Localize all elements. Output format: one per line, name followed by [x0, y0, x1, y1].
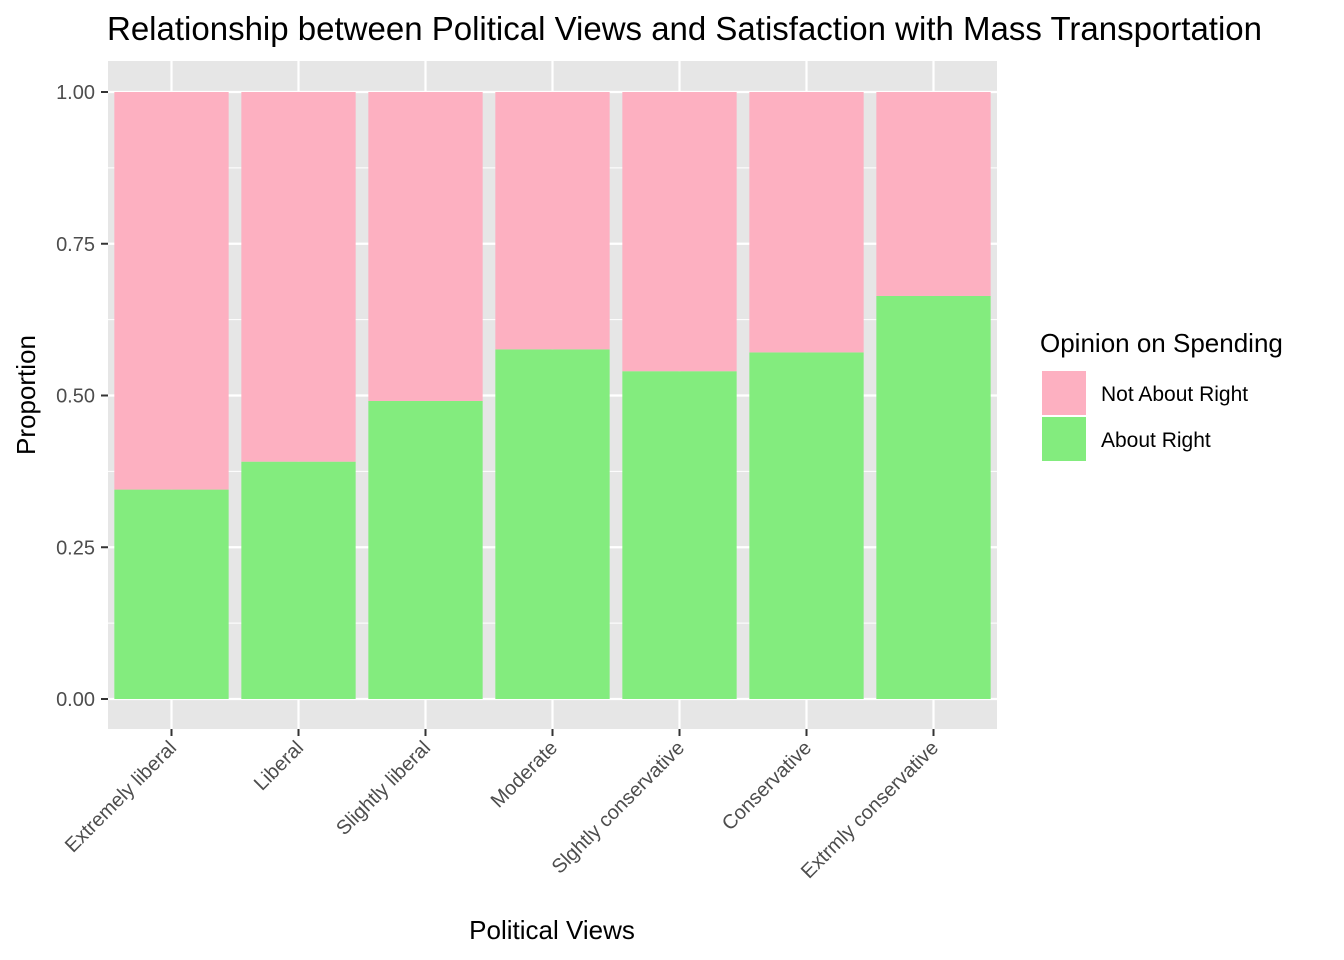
- y-tick-label: 0.50: [56, 386, 95, 408]
- x-tick-label: Extrmly conservative: [797, 737, 943, 883]
- x-axis-title: Political Views: [469, 915, 635, 945]
- y-tick-label: 0.00: [56, 689, 95, 711]
- bar-about-right: [368, 400, 483, 699]
- y-tick-label: 1.00: [56, 82, 95, 104]
- x-tick-label: Slghtly conservative: [548, 737, 689, 878]
- bar-about-right: [876, 295, 991, 699]
- x-tick-label: Slightly liberal: [332, 737, 435, 840]
- bar-not-about-right: [876, 92, 991, 296]
- bar-not-about-right: [241, 92, 356, 462]
- legend-key-about-right: [1042, 417, 1086, 461]
- legend-label-not-about-right: Not About Right: [1101, 383, 1248, 406]
- bar-about-right: [495, 349, 610, 699]
- legend: Opinion on Spending Not About Right About…: [1040, 328, 1283, 461]
- chart-title: Relationship between Political Views and…: [107, 10, 1262, 47]
- y-axis-title: Proportion: [11, 335, 41, 455]
- x-tick-label: Moderate: [487, 737, 562, 812]
- x-tick-label: Liberal: [250, 737, 308, 795]
- y-tick-label: 0.75: [56, 234, 95, 256]
- x-axis: Extremely liberal Liberal Slightly liberal…: [61, 729, 943, 883]
- bar-not-about-right: [495, 92, 610, 350]
- bar-not-about-right: [368, 92, 483, 401]
- bars: [114, 92, 991, 699]
- x-tick-label: Conservative: [718, 737, 816, 835]
- bar-not-about-right: [114, 92, 229, 490]
- y-axis: 0.00 0.25 0.50 0.75 1.00: [56, 82, 108, 711]
- legend-label-about-right: About Right: [1101, 429, 1211, 452]
- y-tick-label: 0.25: [56, 537, 95, 559]
- legend-key-not-about-right: [1042, 371, 1086, 415]
- bar-about-right: [114, 489, 229, 699]
- x-tick-label: Extremely liberal: [61, 737, 181, 857]
- bar-not-about-right: [622, 92, 737, 372]
- bar-about-right: [241, 461, 356, 699]
- bar-about-right: [749, 352, 864, 699]
- legend-title: Opinion on Spending: [1040, 328, 1283, 358]
- bar-about-right: [622, 371, 737, 699]
- bar-not-about-right: [749, 92, 864, 353]
